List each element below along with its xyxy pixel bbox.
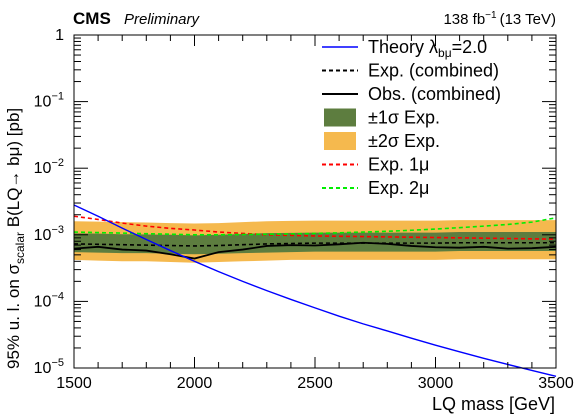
lumi-value: 138 fb (443, 11, 485, 28)
expected-2mu-line (73, 217, 557, 236)
experiment-label: CMS (73, 9, 111, 28)
y-tick-label: 10−3 (34, 224, 64, 244)
y-axis-title-arrow: → (4, 171, 23, 188)
y-axis-title-middle: B(LQ (4, 188, 23, 232)
legend-entry-band2: ±2σ Exp. (324, 131, 440, 151)
legend-label: Obs. (combined) (368, 84, 501, 104)
lines-layer (73, 204, 557, 378)
x-axis-title: LQ mass [GeV] (432, 394, 555, 414)
legend-entry-exp2mu: Exp. 2μ (322, 178, 429, 198)
legend-label: Exp. 2μ (368, 178, 429, 198)
theory-line (73, 204, 557, 378)
y-axis-title: 95% u. l. on σscalar B(LQ→ bμ) [pb] (4, 108, 27, 369)
lumi-label: 138 fb−1 (13 TeV) (443, 10, 556, 28)
legend-entry-expected: Exp. (combined) (322, 61, 499, 81)
legend-entry-band1: ±1σ Exp. (324, 108, 440, 128)
y-tick-label: 10−2 (34, 157, 64, 177)
x-tick-label: 2000 (177, 375, 213, 392)
x-tick-label: 2500 (297, 375, 333, 392)
legend-label: Exp. 1μ (368, 155, 429, 175)
legend-label: ±2σ Exp. (368, 131, 440, 151)
ticks-layer: 1500 2000 2500 3000 3500 1 10−1 10−2 10−3 10−4 10−… (34, 27, 574, 392)
x-tick-label: 3000 (418, 375, 454, 392)
legend-label: ±1σ Exp. (368, 108, 440, 128)
legend-entry-observed: Obs. (combined) (322, 84, 501, 104)
y-tick-label: 10−1 (34, 91, 64, 111)
legend-swatch (324, 132, 356, 150)
legend-label: Exp. (combined) (368, 61, 499, 81)
legend-label: Theory λbμ=2.0 (368, 37, 487, 60)
y-tick-label: 10−4 (34, 290, 64, 310)
expected-combined-line (73, 241, 556, 247)
lumi-energy: (13 TeV) (500, 11, 556, 28)
expected-1mu-line (73, 215, 557, 240)
x-tick-label: 1500 (56, 375, 92, 392)
lumi-exponent: −1 (485, 10, 497, 21)
x-tick-label: 3500 (538, 375, 574, 392)
y-tick-label: 1 (55, 27, 64, 44)
y-tick-label: 10−5 (34, 357, 64, 377)
observed-combined-line (73, 241, 557, 260)
y-axis-title-suffix: bμ) [pb] (4, 108, 23, 171)
legend-entry-exp1mu: Exp. 1μ (322, 155, 429, 175)
legend-entry-theory: Theory λbμ=2.0 (322, 37, 487, 60)
y-axis-title-subscript: scalar (13, 232, 27, 264)
y-axis-title-prefix: 95% u. l. on σ (4, 263, 23, 369)
status-label: Preliminary (124, 11, 201, 28)
legend-swatch (324, 108, 356, 127)
